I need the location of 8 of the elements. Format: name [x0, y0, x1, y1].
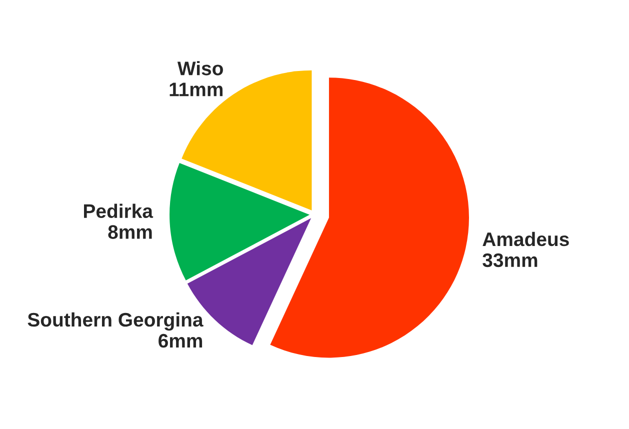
slice-label: Amadeus — [482, 232, 569, 246]
slice-label: Southern Georgina — [28, 312, 204, 331]
slice-label: Pedirka — [84, 204, 154, 218]
data-label: 6mm — [158, 334, 202, 348]
data-label: 8mm — [108, 225, 152, 239]
data-label: 33mm — [482, 253, 538, 268]
data-label: 11mm — [170, 82, 223, 96]
slice-label: Wiso — [177, 61, 223, 76]
